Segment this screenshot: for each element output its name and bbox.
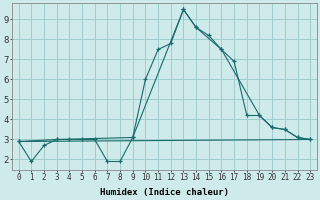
X-axis label: Humidex (Indice chaleur): Humidex (Indice chaleur) (100, 188, 229, 197)
